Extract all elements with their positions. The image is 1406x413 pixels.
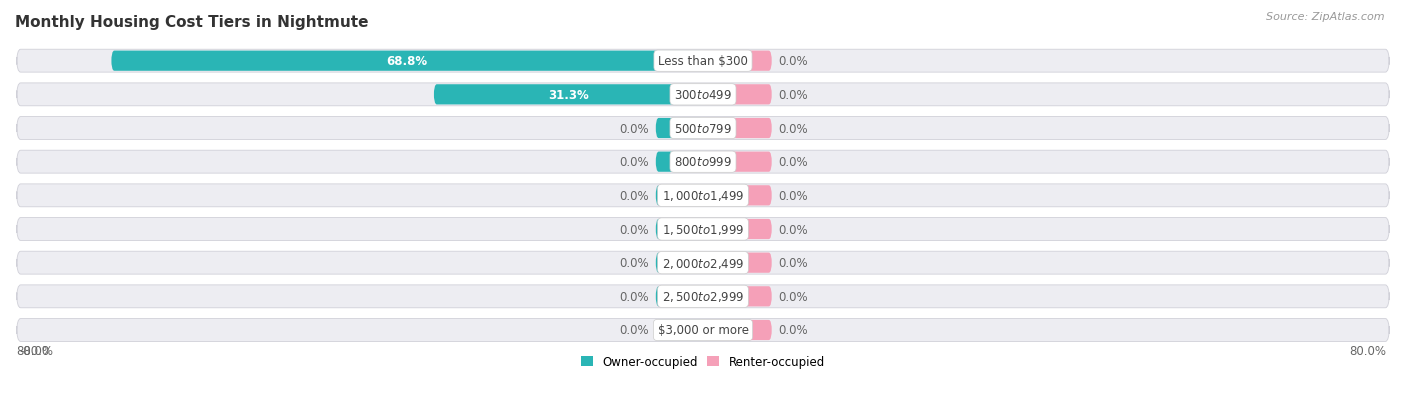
Text: 0.0%: 0.0%	[779, 55, 808, 68]
Text: $500 to $799: $500 to $799	[673, 122, 733, 135]
FancyBboxPatch shape	[703, 119, 772, 139]
Text: 31.3%: 31.3%	[548, 89, 589, 102]
Text: 0.0%: 0.0%	[619, 190, 648, 202]
Text: 0.0%: 0.0%	[619, 156, 648, 169]
FancyBboxPatch shape	[434, 85, 703, 105]
FancyBboxPatch shape	[703, 219, 772, 240]
Text: $800 to $999: $800 to $999	[673, 156, 733, 169]
FancyBboxPatch shape	[655, 119, 703, 139]
Text: $1,500 to $1,999: $1,500 to $1,999	[662, 223, 744, 236]
Text: 0.0%: 0.0%	[779, 290, 808, 303]
FancyBboxPatch shape	[703, 287, 772, 307]
Text: $2,500 to $2,999: $2,500 to $2,999	[662, 290, 744, 304]
Legend: Owner-occupied, Renter-occupied: Owner-occupied, Renter-occupied	[576, 351, 830, 373]
FancyBboxPatch shape	[17, 185, 1389, 207]
FancyBboxPatch shape	[655, 320, 703, 340]
FancyBboxPatch shape	[17, 50, 1389, 73]
Text: $1,000 to $1,499: $1,000 to $1,499	[662, 189, 744, 203]
Text: $2,000 to $2,499: $2,000 to $2,499	[662, 256, 744, 270]
FancyBboxPatch shape	[703, 253, 772, 273]
FancyBboxPatch shape	[17, 151, 1389, 174]
Text: 0.0%: 0.0%	[779, 156, 808, 169]
Text: Monthly Housing Cost Tiers in Nightmute: Monthly Housing Cost Tiers in Nightmute	[15, 15, 368, 30]
FancyBboxPatch shape	[703, 186, 772, 206]
Text: 0.0%: 0.0%	[779, 122, 808, 135]
Text: 0.0%: 0.0%	[619, 256, 648, 270]
FancyBboxPatch shape	[655, 152, 703, 172]
Text: 0.0%: 0.0%	[619, 324, 648, 337]
Text: $3,000 or more: $3,000 or more	[658, 324, 748, 337]
FancyBboxPatch shape	[655, 186, 703, 206]
FancyBboxPatch shape	[703, 152, 772, 172]
Text: $300 to $499: $300 to $499	[673, 89, 733, 102]
FancyBboxPatch shape	[17, 285, 1389, 308]
Text: 80.0%: 80.0%	[17, 344, 53, 358]
FancyBboxPatch shape	[655, 287, 703, 307]
FancyBboxPatch shape	[703, 320, 772, 340]
FancyBboxPatch shape	[17, 117, 1389, 140]
Text: 0.0%: 0.0%	[779, 324, 808, 337]
Text: 0.0%: 0.0%	[779, 256, 808, 270]
Text: 0.0%: 0.0%	[779, 190, 808, 202]
FancyBboxPatch shape	[703, 52, 772, 71]
FancyBboxPatch shape	[111, 52, 703, 71]
Text: 0.0%: 0.0%	[619, 290, 648, 303]
Text: Less than $300: Less than $300	[658, 55, 748, 68]
FancyBboxPatch shape	[655, 219, 703, 240]
FancyBboxPatch shape	[17, 319, 1389, 342]
Text: -80.0: -80.0	[20, 344, 49, 358]
Text: 0.0%: 0.0%	[619, 122, 648, 135]
FancyBboxPatch shape	[703, 85, 772, 105]
FancyBboxPatch shape	[655, 253, 703, 273]
FancyBboxPatch shape	[17, 218, 1389, 241]
Text: 0.0%: 0.0%	[779, 223, 808, 236]
Text: Source: ZipAtlas.com: Source: ZipAtlas.com	[1267, 12, 1385, 22]
Text: 0.0%: 0.0%	[619, 223, 648, 236]
Text: 0.0%: 0.0%	[779, 89, 808, 102]
FancyBboxPatch shape	[17, 84, 1389, 107]
FancyBboxPatch shape	[17, 252, 1389, 275]
Text: 80.0%: 80.0%	[1350, 344, 1386, 358]
Text: 68.8%: 68.8%	[387, 55, 427, 68]
